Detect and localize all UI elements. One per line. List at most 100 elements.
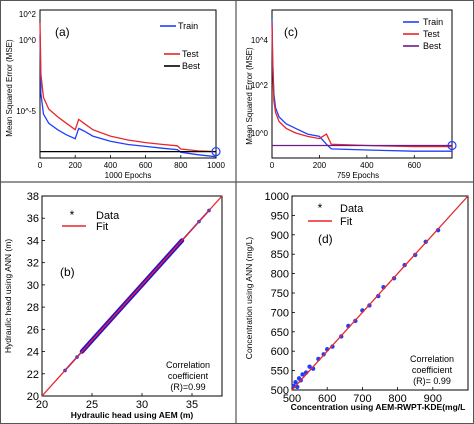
data-point bbox=[300, 372, 305, 377]
series-line-train bbox=[39, 35, 217, 158]
fit-line bbox=[41, 195, 223, 397]
y-tick-label: 950 bbox=[271, 210, 289, 222]
legend-label-data: Data bbox=[96, 210, 120, 222]
y-tick-label: 32 bbox=[27, 258, 39, 270]
panel-b-scatter: 20 25 30 35 20 22 24 26 28 30 32 34 36 38 (b) * Data … bbox=[3, 191, 223, 420]
x-tick-label: 700 bbox=[353, 393, 371, 405]
y-tick-label: 1000 bbox=[265, 191, 289, 203]
legend-label-fit: Fit bbox=[96, 221, 108, 233]
y-tick-label: 10^0 bbox=[251, 129, 269, 138]
y-tick-label: 800 bbox=[271, 269, 289, 281]
annotation-line: coefficient bbox=[412, 365, 453, 375]
annotation-line: Correlation bbox=[166, 360, 210, 370]
legend-marker-data: * bbox=[318, 201, 323, 215]
legend: * Data Fit bbox=[308, 201, 364, 228]
data-point bbox=[435, 227, 441, 233]
x-tick-label: 900 bbox=[424, 393, 442, 405]
fit-line bbox=[291, 195, 469, 391]
y-tick-label: 38 bbox=[27, 191, 39, 203]
y-tick-label: 30 bbox=[27, 280, 39, 292]
plot-marks: 0 200 400 600 bbox=[270, 19, 457, 170]
panel-a-training-curve: 0 200 400 600 800 1000 (a) Train Test Best 10… bbox=[5, 9, 225, 180]
x-axis-label: Concentration using AEM-RWPT-KDE(mg/L bbox=[291, 402, 466, 412]
x-axis-label: 1000 Epochs bbox=[105, 171, 152, 180]
x-tick-label: 30 bbox=[136, 399, 148, 411]
legend: Train Test Best bbox=[160, 21, 201, 71]
x-tick-label: 20 bbox=[36, 399, 48, 411]
x-tick-label: 200 bbox=[69, 161, 83, 170]
legend-label-data: Data bbox=[340, 203, 364, 215]
x-tick-label: 600 bbox=[318, 393, 336, 405]
x-axis-label: 759 Epochs bbox=[337, 171, 379, 180]
series-line-test bbox=[39, 22, 217, 153]
legend-label-best: Best bbox=[182, 61, 201, 71]
plot-frame bbox=[271, 9, 453, 159]
y-tick-label: 10^4 bbox=[251, 36, 269, 45]
y-tick-label: 28 bbox=[27, 302, 39, 314]
plot-marks: 20 25 30 35 20 22 24 26 28 30 32 34 36 38 bbox=[27, 191, 223, 411]
x-tick-label: 800 bbox=[174, 161, 188, 170]
x-tick-label: 0 bbox=[38, 161, 43, 170]
y-tick-label: 10^2 bbox=[19, 10, 37, 19]
y-tick-label: 24 bbox=[27, 347, 39, 359]
y-tick-label: 10^0 bbox=[19, 36, 37, 45]
legend-label-test: Test bbox=[182, 49, 199, 59]
legend-label-best: Best bbox=[423, 41, 442, 51]
x-tick-label: 600 bbox=[408, 161, 422, 170]
y-tick-label: 34 bbox=[27, 235, 39, 247]
annotation-line: (R)= 0.99 bbox=[413, 376, 451, 386]
data-point bbox=[293, 380, 298, 385]
x-tick-label: 500 bbox=[283, 393, 301, 405]
y-axis-label: Mean Squared Error (MSE) bbox=[5, 39, 14, 137]
y-tick-label: 10^2 bbox=[251, 81, 269, 90]
panel-c-training-curve: 0 200 400 600 (c) Train Test Best 10^4 10^2… bbox=[245, 9, 457, 180]
y-tick-label: 10^-5 bbox=[16, 107, 36, 116]
legend: * Data Fit bbox=[62, 208, 120, 233]
x-tick-label: 0 bbox=[270, 161, 275, 170]
panel-d-scatter: 500 600 700 800 900 500 550 600 650 700 750 800 850 9… bbox=[244, 191, 469, 412]
x-tick-label: 400 bbox=[104, 161, 118, 170]
legend-label-fit: Fit bbox=[340, 216, 352, 228]
y-tick-label: 700 bbox=[271, 307, 289, 319]
y-axis-label: Mean Squared Error (MSE) bbox=[245, 47, 254, 145]
y-tick-label: 22 bbox=[27, 369, 39, 381]
panel-label: (a) bbox=[55, 25, 70, 39]
y-tick-label: 750 bbox=[271, 288, 289, 300]
panel-label: (b) bbox=[60, 265, 75, 279]
panel-label: (c) bbox=[284, 25, 298, 39]
y-tick-label: 36 bbox=[27, 213, 39, 225]
best-epoch-marker bbox=[447, 140, 457, 151]
x-tick-label: 800 bbox=[388, 393, 406, 405]
y-tick-label: 500 bbox=[271, 385, 289, 397]
y-axis-label: Hydraulic head using ANN (m) bbox=[3, 239, 13, 353]
annotation-line: (R)=0.99 bbox=[170, 382, 205, 392]
plot-marks: 0 200 400 600 800 1000 bbox=[38, 22, 225, 170]
annotation-line: coefficient bbox=[168, 371, 209, 381]
x-tick-label: 1000 bbox=[207, 161, 225, 170]
annotation-line: Correlation bbox=[410, 354, 454, 364]
y-tick-label: 650 bbox=[271, 327, 289, 339]
y-tick-label: 550 bbox=[271, 366, 289, 378]
legend-label-train: Train bbox=[423, 17, 443, 27]
x-axis-label: Hydraulic head using AEM (m) bbox=[71, 410, 194, 420]
y-tick-label: 900 bbox=[271, 230, 289, 242]
panel-label: (d) bbox=[318, 232, 333, 246]
x-tick-label: 25 bbox=[86, 399, 98, 411]
legend-marker-data: * bbox=[70, 208, 75, 222]
data-point bbox=[330, 344, 335, 349]
best-epoch-marker bbox=[211, 146, 221, 157]
x-tick-label: 400 bbox=[360, 161, 374, 170]
data-point bbox=[376, 293, 381, 299]
data-point bbox=[307, 364, 312, 369]
plot-marks: 500 600 700 800 900 500 550 600 650 700 750 800 850 9… bbox=[265, 191, 469, 405]
x-tick-label: 600 bbox=[139, 161, 153, 170]
y-tick-label: 26 bbox=[27, 324, 39, 336]
legend-label-train: Train bbox=[178, 21, 198, 31]
y-axis-label: Concentration using ANN (mg/L) bbox=[244, 237, 254, 360]
legend: Train Test Best bbox=[403, 17, 443, 51]
x-tick-label: 200 bbox=[313, 161, 327, 170]
y-tick-label: 600 bbox=[271, 346, 289, 358]
x-tick-label: 35 bbox=[186, 399, 198, 411]
plot-frame bbox=[39, 9, 217, 159]
